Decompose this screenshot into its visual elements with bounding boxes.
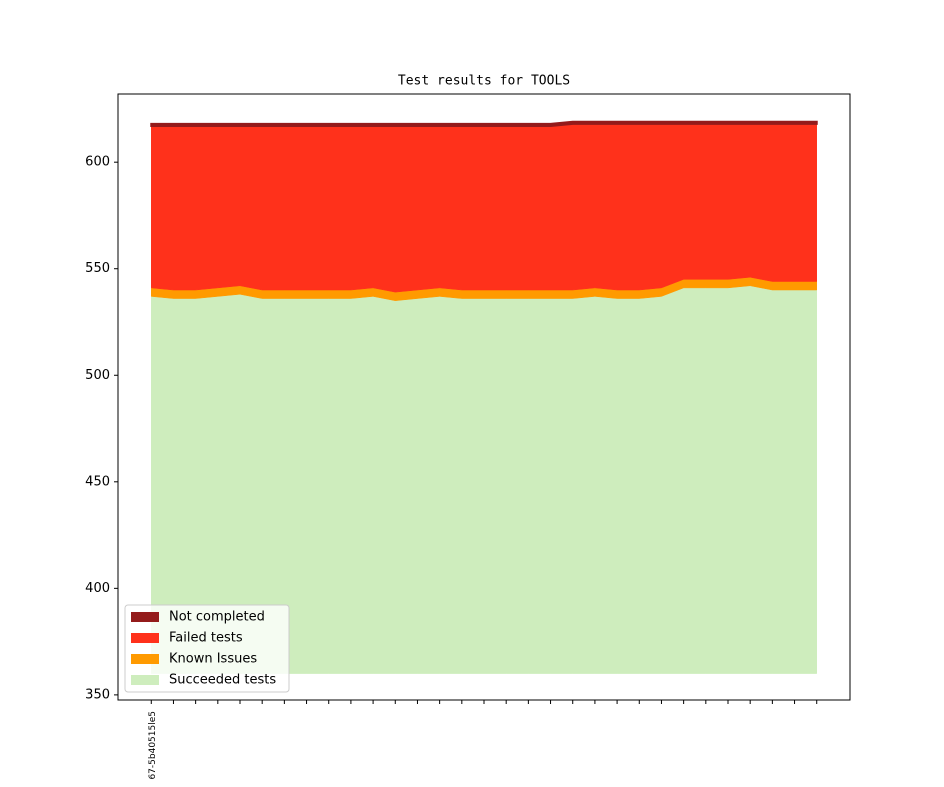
y-tick-label: 600 [85, 155, 110, 170]
area [151, 123, 817, 293]
area [150, 120, 818, 127]
legend-label: Not completed [169, 610, 265, 625]
legend-swatch [131, 654, 159, 664]
legend-swatch [131, 612, 159, 622]
legend-frame [124, 604, 290, 693]
legend: Not completed Failed tests Known Issues Suc… [124, 604, 290, 693]
y-tick-label: 350 [85, 687, 110, 702]
y-tick-label: 450 [85, 474, 110, 489]
legend-label: Known Issues [169, 652, 257, 667]
y-tick-label: 550 [85, 261, 110, 276]
y-tick-label: 400 [85, 581, 110, 596]
legend-label: Succeeded tests [169, 673, 276, 688]
y-tick-label: 500 [85, 368, 110, 383]
legend-swatch [131, 675, 159, 685]
legend-label: Failed tests [169, 631, 243, 646]
legend-swatch [131, 633, 159, 643]
x-tick-label: 67-5b40515le5 [148, 711, 158, 780]
chart-title: Test results for TOOLS [398, 74, 570, 89]
